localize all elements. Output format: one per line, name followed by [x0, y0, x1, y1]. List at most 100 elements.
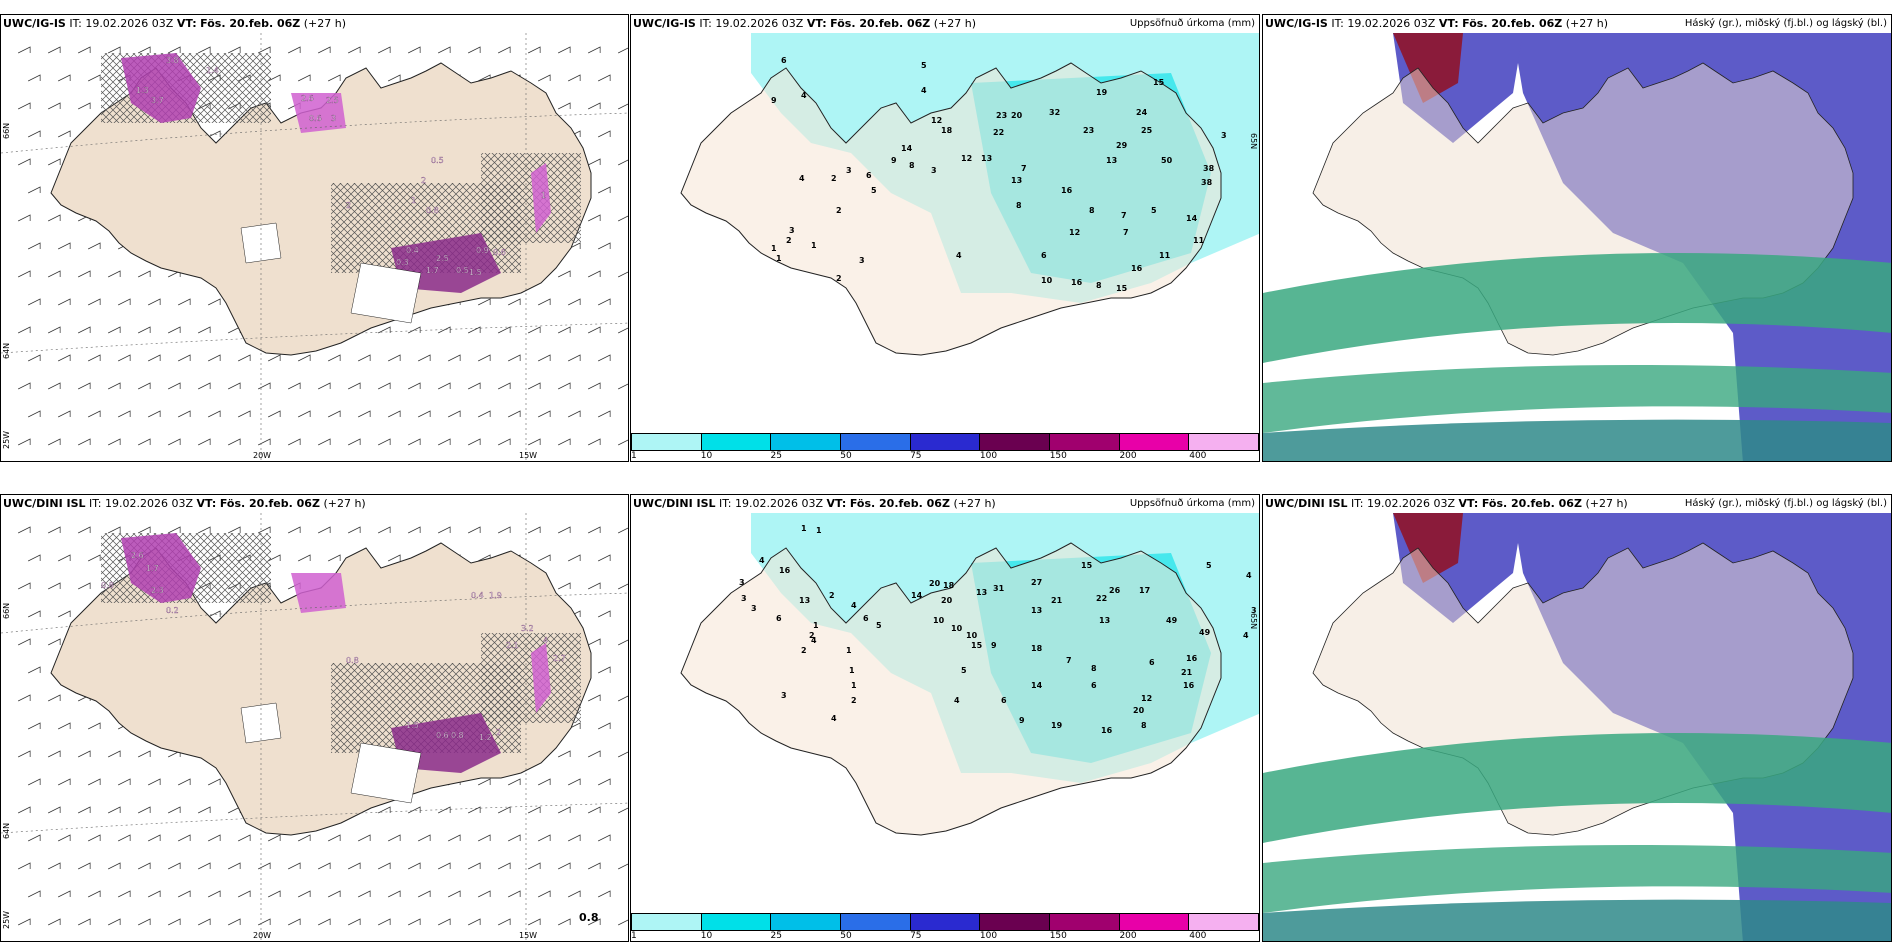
- colorbar-label: 100: [979, 451, 998, 461]
- init-time: IT: 19.02.2026 03Z: [699, 17, 804, 30]
- valid-time: Fös. 20.feb. 06Z: [1481, 497, 1582, 510]
- snow-value: 0.6: [309, 114, 322, 123]
- precip-value: 5: [1206, 561, 1212, 570]
- colorbar-label: 50: [840, 931, 852, 941]
- precip-title: Uppsöfnuð úrkoma (mm): [1129, 498, 1255, 509]
- colorbar-label: 1: [631, 931, 637, 941]
- init-time: IT: 19.02.2026 03Z: [1331, 17, 1436, 30]
- snow-value: 2.6: [301, 94, 314, 103]
- lead-time: (+27 h): [1565, 17, 1609, 30]
- snow-value: 4: [543, 636, 548, 645]
- precip-value: 11: [1193, 236, 1205, 245]
- precip-value: 1: [849, 666, 855, 675]
- precip-value: 4: [921, 86, 927, 95]
- panel-header: UWC/IG-IS IT: 19.02.2026 03Z VT: Fös. 20…: [1265, 17, 1608, 30]
- colorbar-label: 10: [700, 931, 713, 941]
- precip-value: 10: [1041, 276, 1053, 285]
- hatch-area: [481, 153, 581, 243]
- valid-time: Fös. 20.feb. 06Z: [1462, 17, 1563, 30]
- precip-value: 14: [1031, 681, 1043, 690]
- snow-area: [291, 573, 346, 613]
- model-name: UWC/IG-IS: [633, 17, 696, 30]
- lon-label: 25W: [2, 431, 11, 449]
- precip-value: 3: [781, 691, 787, 700]
- precip-value: 12: [1141, 694, 1152, 703]
- precip-value: 7: [1121, 211, 1127, 220]
- panel-header: UWC/IG-IS IT: 19.02.2026 03Z VT: Fös. 20…: [3, 17, 346, 30]
- colorbar-segment: [910, 433, 981, 451]
- colorbar-label: 200: [1119, 451, 1137, 461]
- precip-value: 4: [759, 556, 765, 565]
- precip-value: 13: [1099, 616, 1110, 625]
- low-cloud-band: [1263, 845, 1891, 913]
- snow-value: 1.3: [136, 86, 149, 95]
- precip-value: 32: [1049, 108, 1060, 117]
- colorbar-label: 75: [910, 451, 922, 461]
- wind-snow-panel: UWC/IG-IS IT: 19.02.2026 03Z VT: Fös. 20…: [0, 14, 629, 462]
- snow-value: 0.6: [493, 248, 506, 257]
- low-cloud-band: [1263, 365, 1891, 433]
- precip-value: 23: [996, 111, 1007, 120]
- model-name: UWC/DINI ISL: [633, 497, 716, 510]
- wind-snow-map: 3.8 1.4 1.33.7 2.6 2.5 0.6 3 0.5 2 1 0.8 2 0.4 2.5 1.7…: [1, 33, 628, 461]
- precip-value: 7: [1021, 164, 1027, 173]
- init-time: IT: 19.02.2026 03Z: [69, 17, 174, 30]
- precip-value: 16: [1186, 654, 1198, 663]
- precip-value: 24: [1136, 108, 1148, 117]
- lon-label: 25W: [2, 911, 11, 929]
- snow-area: [291, 93, 346, 133]
- precip-value: 8: [909, 161, 915, 170]
- colorbar-label: 75: [910, 931, 922, 941]
- precip-value: 10: [966, 631, 978, 640]
- snow-value: 3.7: [151, 96, 164, 105]
- precip-value: 15: [1081, 561, 1093, 570]
- precip-value: 5: [871, 186, 877, 195]
- precip-value: 12: [931, 116, 942, 125]
- precip-value: 5: [961, 666, 967, 675]
- lon-label: 15W: [519, 931, 537, 940]
- precip-value: 4: [1243, 631, 1249, 640]
- snow-value: 0.8: [346, 656, 359, 665]
- colorbar-segment: [841, 913, 911, 931]
- parallel-line: [1, 112, 628, 154]
- snow-value: 1: [411, 196, 416, 205]
- model-name: UWC/IG-IS: [1265, 17, 1328, 30]
- precip-value: 9: [891, 156, 897, 165]
- lon-label: 15W: [519, 451, 537, 460]
- precip-value: 2: [836, 206, 842, 215]
- cloud-title: Háský (gr.), miðský (fj.bl.) og lágský (…: [1684, 18, 1887, 29]
- colorbar-segment: [841, 433, 911, 451]
- precip-value: 4: [851, 601, 857, 610]
- colorbar-label: 50: [840, 451, 852, 461]
- precip-value: 18: [941, 126, 953, 135]
- snow-value: 0.8: [426, 206, 439, 215]
- snow-value: 3.8: [166, 56, 179, 65]
- colorbar-segment: [980, 433, 1051, 451]
- lat-label: 65N: [1249, 613, 1258, 629]
- precip-value: 8: [1091, 664, 1097, 673]
- snow-area: [121, 53, 201, 123]
- colorbar-segment: [771, 913, 842, 931]
- snow-value: 0.4: [406, 246, 419, 255]
- precip-value: 4: [1246, 571, 1252, 580]
- precip-value: 16: [779, 566, 791, 575]
- parallel-line: [1, 322, 628, 354]
- precip-value: 8: [1096, 281, 1102, 290]
- snow-value: 1.7: [426, 266, 439, 275]
- precip-value: 6: [1091, 681, 1097, 690]
- precip-value: 19: [1051, 721, 1063, 730]
- precip-value: 6: [776, 614, 782, 623]
- precip-value: 3: [789, 226, 795, 235]
- precip-value: 26: [1109, 586, 1121, 595]
- precip-value: 3: [751, 604, 757, 613]
- colorbar-segment: [1119, 913, 1190, 931]
- snow-value: 1.5: [469, 268, 482, 277]
- snow-value: 3.2: [521, 624, 534, 633]
- precip-value: 17: [1139, 586, 1150, 595]
- low-cloud-band: [1263, 419, 1891, 461]
- snow-value: 2: [421, 176, 426, 185]
- lat-label: 66N: [2, 603, 11, 619]
- precip-value: 16: [1071, 278, 1083, 287]
- precip-value: 19: [1096, 88, 1108, 97]
